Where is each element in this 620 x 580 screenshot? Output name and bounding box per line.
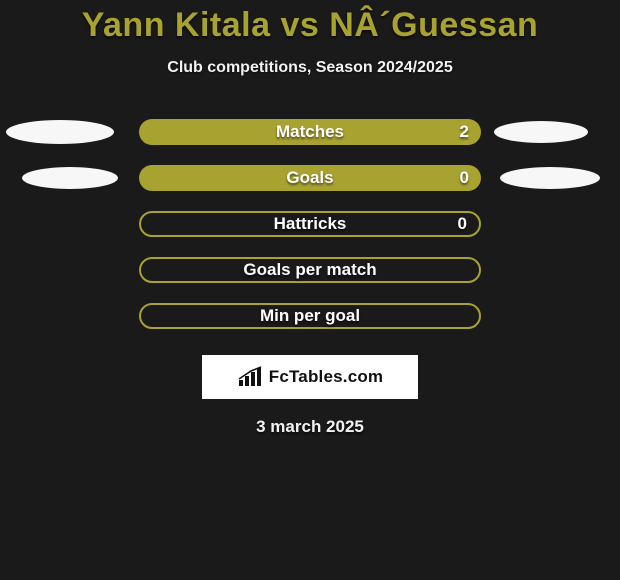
stat-bar: Hattricks 0	[139, 211, 481, 237]
side-ellipse	[494, 121, 588, 143]
date-label: 3 march 2025	[0, 417, 620, 437]
stat-value: 0	[460, 168, 469, 188]
fctables-logo: FcTables.com	[202, 355, 418, 399]
stat-bar: Goals 0	[139, 165, 481, 191]
stat-value: 0	[458, 214, 467, 234]
stat-label: Min per goal	[260, 306, 360, 326]
side-ellipse	[6, 120, 114, 144]
comparison-title: Yann Kitala vs NÂ´Guessan	[0, 0, 620, 45]
stat-label: Goals per match	[243, 260, 376, 280]
stat-bar: Goals per match	[139, 257, 481, 283]
stat-label: Goals	[286, 168, 333, 188]
stat-rows: Matches 2 Goals 0 Hattricks 0 Goals per match M…	[0, 119, 620, 329]
stat-label: Hattricks	[274, 214, 347, 234]
stat-row: Goals per match	[0, 257, 620, 283]
bar-chart-icon	[237, 366, 263, 388]
fctables-logo-text: FcTables.com	[269, 367, 384, 387]
side-ellipse	[500, 167, 600, 189]
comparison-subtitle: Club competitions, Season 2024/2025	[0, 59, 620, 77]
stat-bar: Min per goal	[139, 303, 481, 329]
stat-bar: Matches 2	[139, 119, 481, 145]
stat-value: 2	[460, 122, 469, 142]
side-ellipse	[22, 167, 118, 189]
stat-label: Matches	[276, 122, 344, 142]
stat-row: Min per goal	[0, 303, 620, 329]
stat-row: Hattricks 0	[0, 211, 620, 237]
